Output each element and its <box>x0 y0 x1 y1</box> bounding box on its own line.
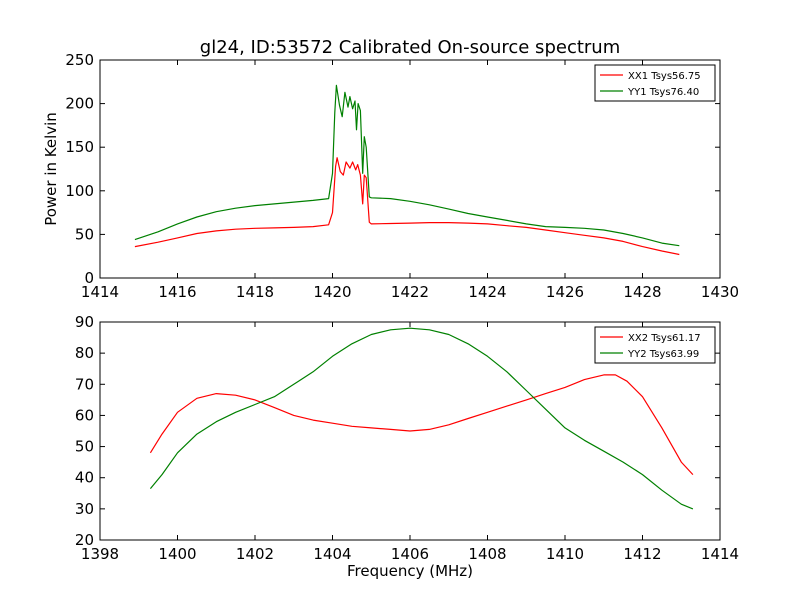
top-series-line-1 <box>134 157 680 256</box>
bottom-x-tick-label: 1414 <box>701 545 739 563</box>
bottom-x-tick-label: 1408 <box>468 545 506 563</box>
top-x-tick-label: 1416 <box>158 283 196 301</box>
top-y-tick-label: 200 <box>65 95 94 113</box>
top-series-line-2 <box>134 84 680 247</box>
top-y-tick-label: 100 <box>65 182 94 200</box>
bottom-legend-label-2: YY2 Tsys63.99 <box>627 349 699 360</box>
top-x-tick-label: 1428 <box>623 283 661 301</box>
bottom-y-tick-label: 40 <box>75 469 94 487</box>
top-x-tick-label: 1414 <box>81 283 119 301</box>
bottom-x-tick-label: 1412 <box>623 545 661 563</box>
bottom-plot: 1398 1400 1402 1404 1406 1408 1410 1412 1414 20 30… <box>75 313 739 580</box>
bottom-y-tick-label: 30 <box>75 500 94 518</box>
bottom-y-tick-label: 80 <box>75 344 94 362</box>
top-x-tick-label: 1426 <box>546 283 584 301</box>
bottom-x-tick-label: 1404 <box>313 545 351 563</box>
top-legend-box <box>594 64 716 102</box>
bottom-y-tick-label: 70 <box>75 375 94 393</box>
top-x-tick-label: 1422 <box>391 283 429 301</box>
bottom-y-tick-label: 20 <box>75 531 94 549</box>
bottom-x-tick-label: 1402 <box>236 545 274 563</box>
bottom-y-tick-label: 50 <box>75 438 94 456</box>
top-legend-label-2: YY1 Tsys76.40 <box>627 87 699 98</box>
top-x-tick-label: 1420 <box>313 283 351 301</box>
bottom-x-tick-label: 1410 <box>546 545 584 563</box>
top-plot: 1414 1416 1418 1420 1422 1424 1426 1428 1430 0 50 1… <box>42 51 739 301</box>
bottom-series-line-1 <box>149 374 694 476</box>
top-y-tick-label: 0 <box>84 269 94 287</box>
top-y-tick-label: 50 <box>75 225 94 243</box>
top-y-tick-label: 150 <box>65 138 94 156</box>
top-x-tick-label: 1418 <box>236 283 274 301</box>
bottom-x-tick-label: 1406 <box>391 545 429 563</box>
bottom-legend-label-1: XX2 Tsys61.17 <box>628 333 701 344</box>
bottom-series-line-2 <box>149 327 694 510</box>
chart-title: gl24, ID:53572 Calibrated On-source spec… <box>200 37 620 58</box>
top-legend-label-1: XX1 Tsys56.75 <box>628 71 701 82</box>
top-x-tick-label: 1424 <box>468 283 506 301</box>
bottom-x-tick-label: 1398 <box>81 545 119 563</box>
bottom-legend-box <box>594 326 716 364</box>
bottom-x-tick-label: 1400 <box>158 545 196 563</box>
bottom-y-tick-label: 90 <box>75 313 94 331</box>
top-x-tick-label: 1430 <box>701 283 739 301</box>
top-y-tick-label: 250 <box>65 51 94 69</box>
top-y-axis-label: Power in Kelvin <box>42 112 60 226</box>
bottom-x-axis-label: Frequency (MHz) <box>347 562 473 580</box>
bottom-y-tick-label: 60 <box>75 406 94 424</box>
